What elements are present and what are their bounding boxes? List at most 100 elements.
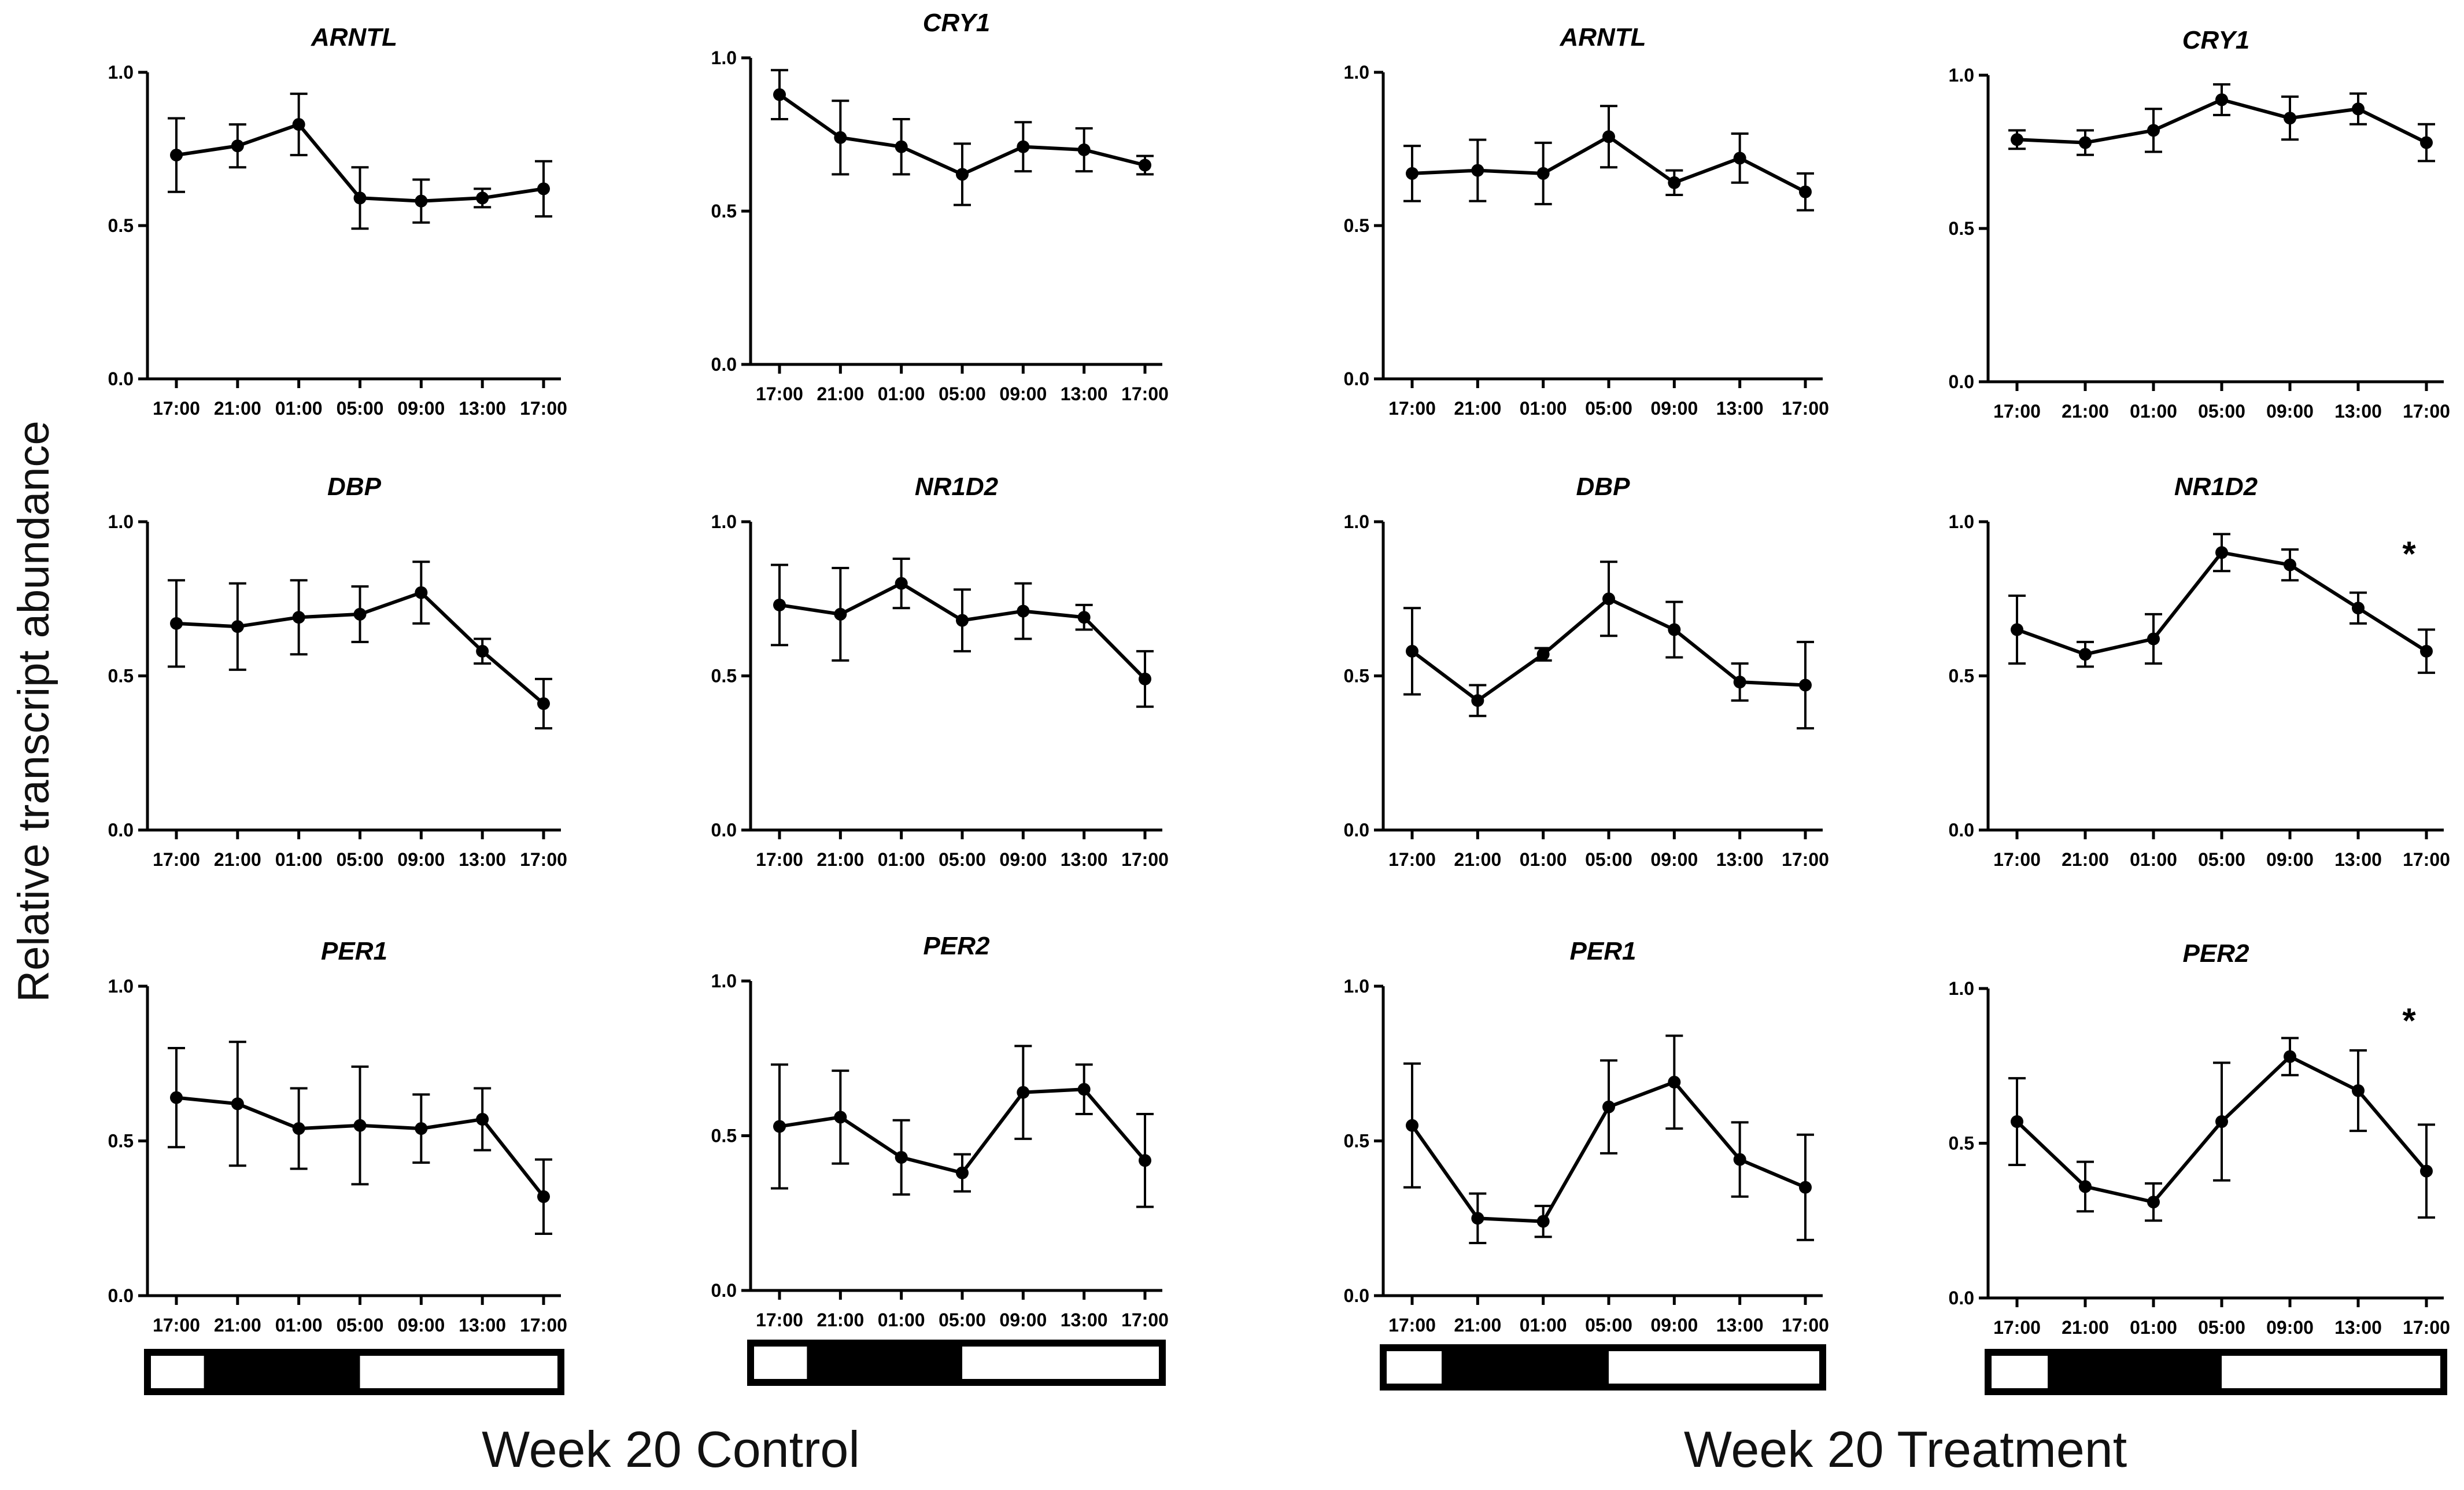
x-tick-label: 13:00 [459,398,506,419]
data-point [2147,1196,2160,1209]
y-tick-label: 0.5 [1344,1131,1369,1152]
y-tick-label: 0.5 [108,666,134,687]
x-tick-label: 05:00 [1585,849,1632,870]
data-point [1077,143,1091,156]
data-point [895,577,908,590]
y-tick-label: 1.0 [1949,65,1974,86]
x-tick-label: 21:00 [1454,849,1501,870]
data-point [292,118,305,131]
panels: 0.0 0.5 1.0 17:00 21:00 01:00 05:00 09:00 13:00 1… [108,9,2450,1338]
data-point [1668,176,1681,189]
data-point [537,697,550,710]
x-tick-label: 13:00 [1061,1310,1108,1330]
x-tick-label: 21:00 [2062,849,2109,870]
data-point [2215,93,2228,106]
data-point [353,607,367,621]
dark-period [2048,1352,2222,1392]
light-dark-bar [144,1349,564,1395]
data-point [415,586,428,599]
light-dark-bars [144,1340,2447,1395]
x-tick-label: 05:00 [2198,1317,2245,1338]
x-tick-label: 01:00 [2130,849,2177,870]
data-point [956,168,969,181]
data-point [2147,124,2160,137]
group-label-treatment: Week 20 Treatment [1684,1421,2127,1478]
y-tick-label: 1.0 [108,511,134,532]
panel-treatment-dbp: 0.0 0.5 1.0 17:00 21:00 01:00 05:00 09:00 13:00 1… [1344,473,1829,870]
data-point [1799,678,1812,692]
y-tick-label: 0.5 [1344,666,1369,687]
data-point [834,607,847,621]
x-tick-label: 17:00 [1121,849,1169,870]
data-point [2079,648,2092,661]
data-point [1017,140,1030,153]
data-point [1471,694,1484,707]
y-tick-label: 1.0 [1344,976,1369,997]
x-tick-label: 13:00 [1061,383,1108,404]
data-point [1077,1083,1091,1096]
panel-control-per1: 0.0 0.5 1.0 17:00 21:00 01:00 05:00 09:00 13:00 1… [108,937,567,1336]
x-tick-label: 21:00 [214,398,261,419]
group-label-control: Week 20 Control [482,1421,860,1478]
data-point [1536,1215,1550,1228]
data-point [834,131,847,144]
dark-period [204,1352,360,1392]
panel-title: DBP [1576,473,1631,501]
y-tick-label: 1.0 [1344,62,1369,83]
data-point [170,149,183,162]
panel-treatment-nr1d2: 0.0 0.5 1.0 17:00 21:00 01:00 05:00 09:00 13:00 1… [1949,473,2450,870]
data-point [1602,1100,1615,1113]
panel-title: PER2 [2183,939,2249,968]
data-point [2011,1115,2023,1128]
data-point [1536,648,1550,661]
data-point [773,88,786,101]
y-tick-label: 0.0 [1344,1285,1369,1306]
y-tick-label: 1.0 [711,47,737,68]
data-point [1471,1212,1484,1225]
y-tick-label: 0.5 [711,1126,737,1146]
x-tick-label: 21:00 [214,849,261,870]
panel-title: ARNTL [311,23,397,51]
x-tick-label: 21:00 [817,383,864,404]
x-tick-label: 09:00 [397,398,445,419]
data-point [2215,1115,2228,1128]
data-point [1668,1075,1681,1089]
panel-title: ARNTL [1559,23,1646,51]
x-tick-label: 05:00 [939,1310,986,1330]
y-tick-label: 1.0 [108,62,134,83]
x-tick-label: 09:00 [999,383,1047,404]
panel-title: PER1 [321,937,387,965]
data-point [2284,1050,2296,1063]
data-point [1799,185,1812,198]
x-tick-label: 13:00 [2334,1317,2382,1338]
data-point [2147,632,2160,646]
panel-title: PER2 [923,932,990,960]
data-point [2352,102,2365,116]
x-tick-label: 17:00 [2403,849,2450,870]
data-point [170,617,183,630]
x-tick-label: 17:00 [1388,849,1436,870]
y-tick-label: 0.5 [108,1131,134,1152]
x-tick-label: 01:00 [1520,849,1567,870]
x-tick-label: 17:00 [520,849,567,870]
y-tick-label: 1.0 [711,971,737,991]
data-point [1733,1153,1746,1166]
data-point [1017,1086,1030,1099]
data-point [1668,623,1681,636]
y-tick-label: 0.0 [711,820,737,840]
data-point [1139,672,1151,685]
x-tick-label: 01:00 [2130,1317,2177,1338]
panel-title: PER1 [1570,937,1636,965]
y-tick-label: 0.0 [1949,1288,1974,1308]
data-point [2420,136,2433,149]
data-point [170,1091,183,1104]
x-tick-label: 13:00 [459,1315,506,1336]
data-point [1406,167,1418,180]
x-tick-label: 05:00 [337,398,384,419]
data-point [1602,592,1615,606]
data-point [292,611,305,624]
significance-marker: * [2402,1001,2416,1040]
panel-treatment-cry1: 0.0 0.5 1.0 17:00 21:00 01:00 05:00 09:00 13:00 1… [1949,26,2450,422]
data-point [2215,546,2228,559]
